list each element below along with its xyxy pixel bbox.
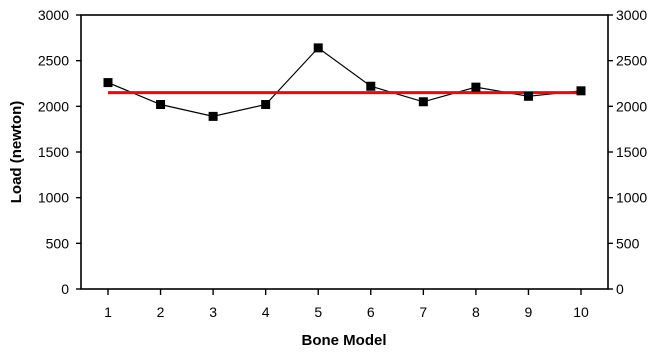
data-point bbox=[261, 100, 271, 110]
left-axis: 0 500 1000 1500 2000 2500 3000 bbox=[38, 7, 81, 297]
left-tick-label: 3000 bbox=[38, 7, 69, 23]
y-axis-title: Load (newton) bbox=[8, 101, 25, 203]
plot-area bbox=[80, 14, 609, 290]
left-tick-label: 1000 bbox=[38, 190, 69, 206]
left-tick-label: 1500 bbox=[38, 144, 69, 160]
data-point bbox=[471, 82, 481, 92]
x-axis: 1 2 3 4 5 6 7 8 9 10 bbox=[104, 289, 589, 320]
series-layer bbox=[103, 43, 586, 121]
data-point bbox=[418, 97, 428, 107]
right-tick-label: 1500 bbox=[616, 144, 647, 160]
right-tick-label: 2000 bbox=[616, 98, 647, 114]
left-tick-label: 0 bbox=[61, 281, 69, 297]
data-point bbox=[523, 91, 533, 101]
x-tick-label: 2 bbox=[157, 304, 165, 320]
x-tick-label: 4 bbox=[262, 304, 270, 320]
x-tick-label: 6 bbox=[367, 304, 375, 320]
left-tick-label: 500 bbox=[46, 235, 70, 251]
x-tick-label: 1 bbox=[104, 304, 112, 320]
data-point bbox=[576, 86, 586, 96]
x-tick-label: 10 bbox=[573, 304, 589, 320]
x-tick-label: 7 bbox=[419, 304, 427, 320]
right-tick-label: 2500 bbox=[616, 53, 647, 69]
right-tick-label: 500 bbox=[616, 235, 640, 251]
x-tick-label: 9 bbox=[525, 304, 533, 320]
data-point bbox=[103, 78, 113, 88]
data-point bbox=[208, 111, 218, 121]
data-point bbox=[366, 81, 376, 91]
left-tick-label: 2500 bbox=[38, 53, 69, 69]
right-axis: 0 500 1000 1500 2000 2500 3000 bbox=[608, 7, 647, 297]
x-tick-label: 3 bbox=[209, 304, 217, 320]
right-tick-label: 0 bbox=[616, 281, 624, 297]
right-tick-label: 1000 bbox=[616, 190, 647, 206]
series-line bbox=[107, 47, 582, 117]
x-tick-label: 8 bbox=[472, 304, 480, 320]
left-tick-label: 2000 bbox=[38, 98, 69, 114]
data-point bbox=[156, 100, 166, 110]
x-tick-label: 5 bbox=[314, 304, 322, 320]
data-point bbox=[313, 43, 323, 53]
right-tick-label: 3000 bbox=[616, 7, 647, 23]
x-axis-title: Bone Model bbox=[302, 332, 387, 349]
